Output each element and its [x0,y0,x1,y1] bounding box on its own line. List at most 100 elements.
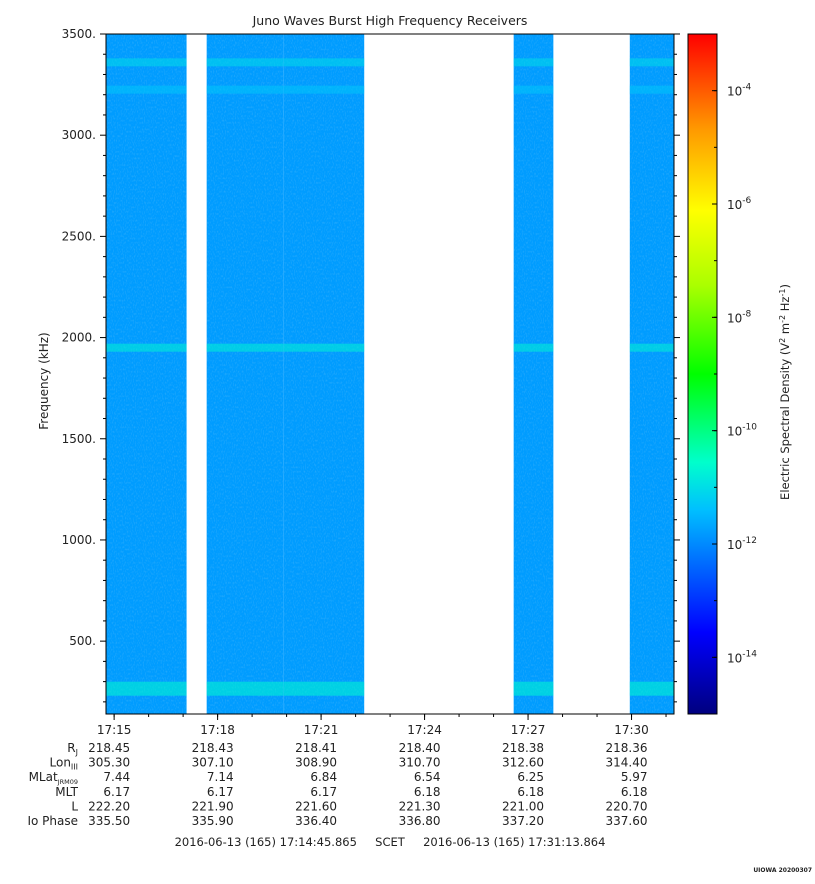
emission-band [629,681,674,696]
ephemeris-value: 312.60 [502,756,544,770]
ephemeris-value: 336.40 [295,814,337,828]
ephemeris-value: 305.30 [88,756,130,770]
colorbar-tick-label: 10-8 [727,309,752,325]
emission-band [283,85,365,94]
ephemeris-row-label: MLatJRM09 [29,770,78,786]
emission-band [151,85,187,94]
data-segment [629,34,674,714]
ephemeris-value: 218.38 [502,741,544,755]
segment-noise [629,34,674,714]
emission-band [513,681,554,696]
emission-band [106,85,152,94]
y-tick-label: 3000. [62,128,96,142]
ephemeris-value: 7.44 [103,770,130,784]
ephemeris-value: 222.20 [88,799,130,813]
segment-noise [206,34,284,714]
segment-noise [106,34,152,714]
ephemeris-value: 337.60 [606,814,648,828]
y-tick-label: 2000. [62,331,96,345]
ephemeris-value: 335.90 [192,814,234,828]
colorbar-tick-label: 10-6 [727,196,752,212]
ephemeris-value: 337.20 [502,814,544,828]
ephemeris-value: 7.14 [207,770,234,784]
ephemeris-value: 218.36 [606,741,648,755]
ephemeris-value: 335.50 [88,814,130,828]
segment-noise [283,34,365,714]
ephemeris-value: 6.17 [207,785,234,799]
ephemeris-row-label: L [71,799,78,813]
data-segment [513,34,554,714]
ephemeris-value: 218.41 [295,741,337,755]
x-tick-label: 17:21 [304,723,339,737]
time-range: 2016-06-13 (165) 17:14:45.865 SCET 2016-… [175,835,606,849]
colorbar-tick-label: 10-4 [727,83,752,99]
ephemeris-value: 6.18 [621,785,648,799]
emission-band [513,85,554,94]
ephemeris-row-label: LonIII [50,756,79,772]
ephemeris-value: 307.10 [192,756,234,770]
emission-band [206,58,284,67]
emission-band [106,343,152,352]
data-segment [151,34,187,714]
ephemeris-value: 6.18 [414,785,441,799]
ephemeris-value: 6.54 [414,770,441,784]
ephemeris-value: 220.70 [606,799,648,813]
x-tick-label: 17:24 [407,723,442,737]
x-tick-label: 17:15 [97,723,132,737]
emission-band [151,681,187,696]
colorbar-tick-label: 10-10 [727,423,757,439]
data-segment [283,34,365,714]
ephemeris-value: 218.40 [399,741,441,755]
y-tick-label: 3500. [62,27,96,41]
ephemeris-value: 221.60 [295,799,337,813]
colorbar-tick-label: 10-14 [727,649,757,665]
ephemeris-value: 218.45 [88,741,130,755]
ephemeris-row-label: Io Phase [27,814,78,828]
emission-band [283,681,365,696]
data-segment [106,34,152,714]
ephemeris-value: 221.00 [502,799,544,813]
plot-frame [105,33,675,715]
emission-band [629,343,674,352]
ephemeris-value: 6.25 [517,770,544,784]
y-tick-label: 1000. [62,533,96,547]
emission-band [283,58,365,67]
emission-band [513,58,554,67]
ephemeris-value: 314.40 [606,756,648,770]
ephemeris-value: 221.30 [399,799,441,813]
ephemeris-value: 6.18 [517,785,544,799]
emission-band [629,85,674,94]
segment-noise [151,34,187,714]
ephemeris-value: 6.84 [310,770,337,784]
emission-band [106,681,152,696]
colorbar-label: Electric Spectral Density (V2 m-2 Hz-1) [778,284,792,500]
emission-band [206,85,284,94]
emission-band [151,343,187,352]
chart-title: Juno Waves Burst High Frequency Receiver… [252,13,528,28]
emission-band [629,58,674,67]
x-tick-label: 17:18 [200,723,235,737]
ephemeris-value: 310.70 [399,756,441,770]
emission-band [206,343,284,352]
ephemeris-value: 6.17 [103,785,130,799]
emission-band [513,343,554,352]
emission-band [283,343,365,352]
ephemeris-value: 308.90 [295,756,337,770]
colorbar-tick-label: 10-12 [727,536,757,552]
y-tick-label: 1500. [62,432,96,446]
emission-band [151,58,187,67]
emission-band [106,58,152,67]
y-tick-label: 500. [69,634,96,648]
x-tick-label: 17:27 [511,723,546,737]
data-segment [206,34,284,714]
emission-band [206,681,284,696]
y-tick-label: 2500. [62,229,96,243]
ephemeris-value: 218.43 [192,741,234,755]
ephemeris-value: 5.97 [621,770,648,784]
footer-tag: UIOWA 20200307 [753,867,812,874]
ephemeris-value: 336.80 [399,814,441,828]
ephemeris-value: 221.90 [192,799,234,813]
ephemeris-row-label: RJ [67,741,78,757]
